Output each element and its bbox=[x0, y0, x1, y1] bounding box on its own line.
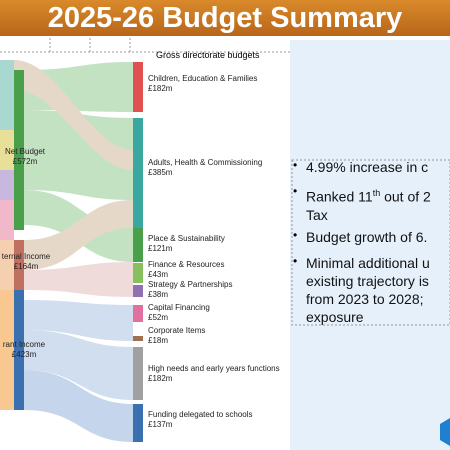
target-label: Corporate Items bbox=[148, 326, 206, 335]
target-label: Adults, Health & Commissioning £385m bbox=[148, 158, 262, 178]
bullet: 4.99% increase in c bbox=[306, 159, 429, 175]
target-bars bbox=[133, 62, 143, 442]
guides bbox=[0, 38, 450, 326]
target-amount: £43m bbox=[148, 270, 169, 279]
target-label: Finance & Resources bbox=[148, 260, 225, 269]
target-amount: £385m bbox=[148, 168, 173, 177]
target-label: Children, Education & Families bbox=[148, 74, 258, 83]
flows bbox=[14, 60, 133, 442]
target-amount: £121m bbox=[148, 244, 173, 253]
title-bar: 2025-26 Budget Summary bbox=[0, 0, 450, 36]
target-label: Capital Financing £52m bbox=[148, 303, 210, 323]
source-label: rant Income £423m bbox=[2, 340, 46, 359]
source-label: ternal Income £164m bbox=[1, 252, 51, 271]
target-label: Place & Sustainability bbox=[148, 234, 225, 243]
bullet: Minimal additional u existing trajectory … bbox=[306, 255, 430, 325]
target-label: Children, Education & Families £182m bbox=[148, 74, 257, 94]
target-amount: £182m bbox=[148, 84, 173, 93]
target-amount: £38m bbox=[148, 290, 169, 299]
target-label: Place & Sustainability £121m bbox=[148, 234, 225, 254]
target-label: Adults, Health & Commissioning bbox=[148, 158, 263, 167]
right-panel bbox=[290, 40, 450, 450]
target-label: Capital Financing bbox=[148, 303, 210, 312]
icon bbox=[440, 418, 450, 446]
source-label: Net Budget £572m bbox=[4, 147, 46, 166]
source-bars bbox=[0, 60, 24, 410]
target-label: Strategy & Partnerships £38m bbox=[148, 280, 232, 300]
target-label: Funding delegated to schools bbox=[148, 410, 253, 419]
target-label: High needs and early years functions £182… bbox=[148, 364, 280, 384]
bullet-dot: • bbox=[293, 228, 298, 242]
diagram-heading: Gross directorate budgets bbox=[156, 50, 260, 60]
bullet-dot: • bbox=[293, 184, 298, 198]
target-label: High needs and early years functions bbox=[148, 364, 280, 373]
target-amount: £52m bbox=[148, 313, 169, 322]
bullet: Ranked 11th out of 2 Tax bbox=[306, 188, 431, 223]
target-amount: £137m bbox=[148, 420, 173, 429]
target-label: Funding delegated to schools £137m bbox=[148, 410, 253, 430]
target-label: Strategy & Partnerships bbox=[148, 280, 233, 289]
bullet-dot: • bbox=[293, 254, 298, 268]
bullet-dot: • bbox=[293, 158, 298, 172]
title: 2025-26 Budget Summary bbox=[47, 2, 403, 34]
bullet: Budget growth of 6. bbox=[306, 229, 428, 245]
target-amount: £18m bbox=[148, 336, 169, 345]
target-amount: £182m bbox=[148, 374, 173, 383]
target-label: Finance & Resources £43m bbox=[148, 260, 224, 280]
target-label: Corporate Items £18m bbox=[148, 326, 205, 346]
